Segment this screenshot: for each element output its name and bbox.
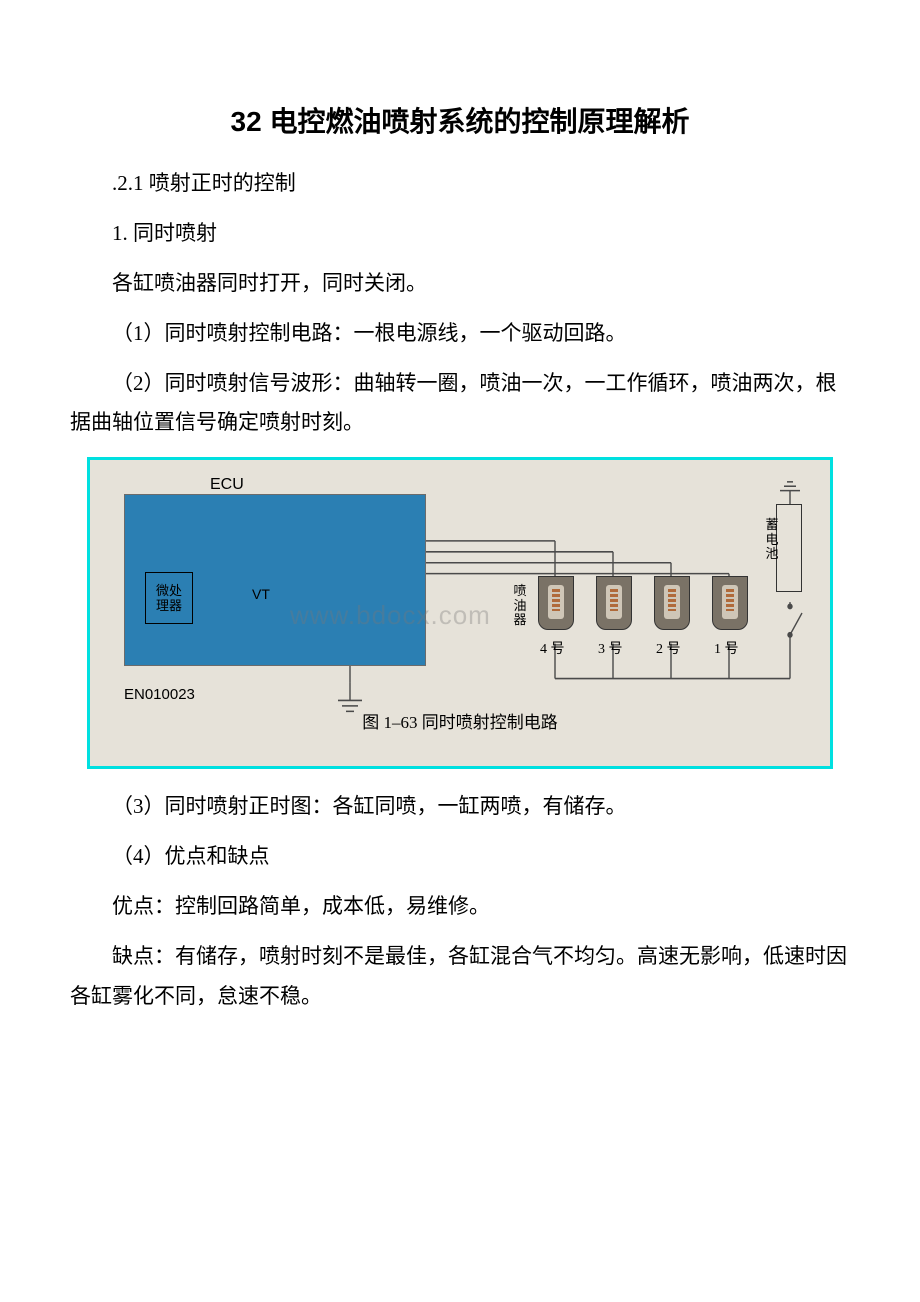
body-text: 各缸喷油器同时打开，同时关闭。 [70,264,850,304]
figure-circuit-diagram: ECU 微处理器 VT www.bdocx.com 喷油器 4 号 3 号 2 … [87,457,833,769]
injector-2 [654,576,690,630]
microprocessor-block: 微处理器 [145,572,193,624]
body-text: 优点：控制回路简单，成本低，易维修。 [70,887,850,927]
injector-number: 2 号 [656,638,681,658]
body-text: （1）同时喷射控制电路：一根电源线，一个驱动回路。 [70,314,850,354]
figure-caption: 图 1–63 同时喷射控制电路 [90,708,830,733]
ecu-label: ECU [210,476,244,494]
figure-code: EN010023 [124,686,195,703]
injector-number: 3 号 [598,638,623,658]
injector-4 [538,576,574,630]
injector-number: 1 号 [714,638,739,658]
page-title: 32 电控燃油喷射系统的控制原理解析 [70,100,850,140]
vt-label: VT [252,586,270,602]
item-heading: 1. 同时喷射 [70,214,850,254]
body-text: （3）同时喷射正时图：各缸同喷，一缸两喷，有储存。 [70,787,850,827]
injector-1 [712,576,748,630]
body-text: 缺点：有储存，喷射时刻不是最佳，各缸混合气不均匀。高速无影响，低速时因各缸雾化不… [70,937,850,1017]
injector-number: 4 号 [540,638,565,658]
section-heading: .2.1 喷射正时的控制 [70,164,850,204]
body-text: （2）同时喷射信号波形：曲轴转一圈，喷油一次，一工作循环，喷油两次，根据曲轴位置… [70,364,850,444]
injector-3 [596,576,632,630]
body-text: （4）优点和缺点 [70,837,850,877]
battery-label: 蓄电池 [764,518,780,561]
injector-side-label: 喷油器 [512,584,528,627]
